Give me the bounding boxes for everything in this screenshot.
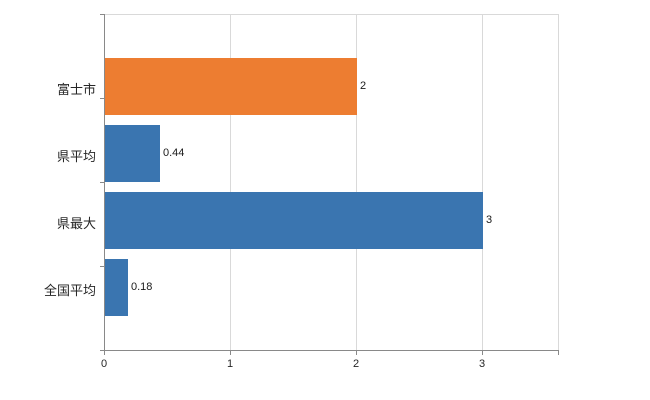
bar-2 [105, 125, 160, 182]
bar-3 [105, 192, 483, 249]
bar-value-label: 3 [486, 213, 493, 226]
category-label: 全国平均 [43, 282, 96, 298]
bar-1 [105, 58, 357, 115]
category-label: 県最大 [56, 215, 96, 231]
y-axis-line [104, 14, 105, 350]
x-axis-tick [104, 351, 105, 355]
bar-value-label: 0.44 [163, 146, 185, 159]
bar-value-label: 2 [360, 79, 367, 92]
x-axis-tick-end [558, 351, 559, 355]
category-label: 富士市 [56, 81, 96, 97]
x-axis-line [104, 350, 559, 351]
x-axis-tick [356, 351, 357, 355]
gridline [230, 14, 231, 350]
y-axis-tick [100, 350, 104, 351]
y-axis-tick [100, 266, 104, 267]
x-tick-label: 0 [100, 358, 108, 370]
y-axis-tick [100, 98, 104, 99]
x-axis-tick [230, 351, 231, 355]
x-tick-label: 3 [478, 358, 486, 370]
category-label: 県平均 [56, 148, 96, 164]
bar-4 [105, 259, 128, 316]
bar-value-label: 0.18 [131, 280, 153, 293]
y-axis-tick [100, 14, 104, 15]
gridline [482, 14, 483, 350]
gridline-right-edge [558, 14, 559, 350]
gridline [356, 14, 357, 350]
plot-border-top [104, 14, 558, 15]
x-tick-label: 1 [226, 358, 234, 370]
x-tick-label: 2 [352, 358, 360, 370]
x-axis-tick [482, 351, 483, 355]
y-axis-tick [100, 182, 104, 183]
